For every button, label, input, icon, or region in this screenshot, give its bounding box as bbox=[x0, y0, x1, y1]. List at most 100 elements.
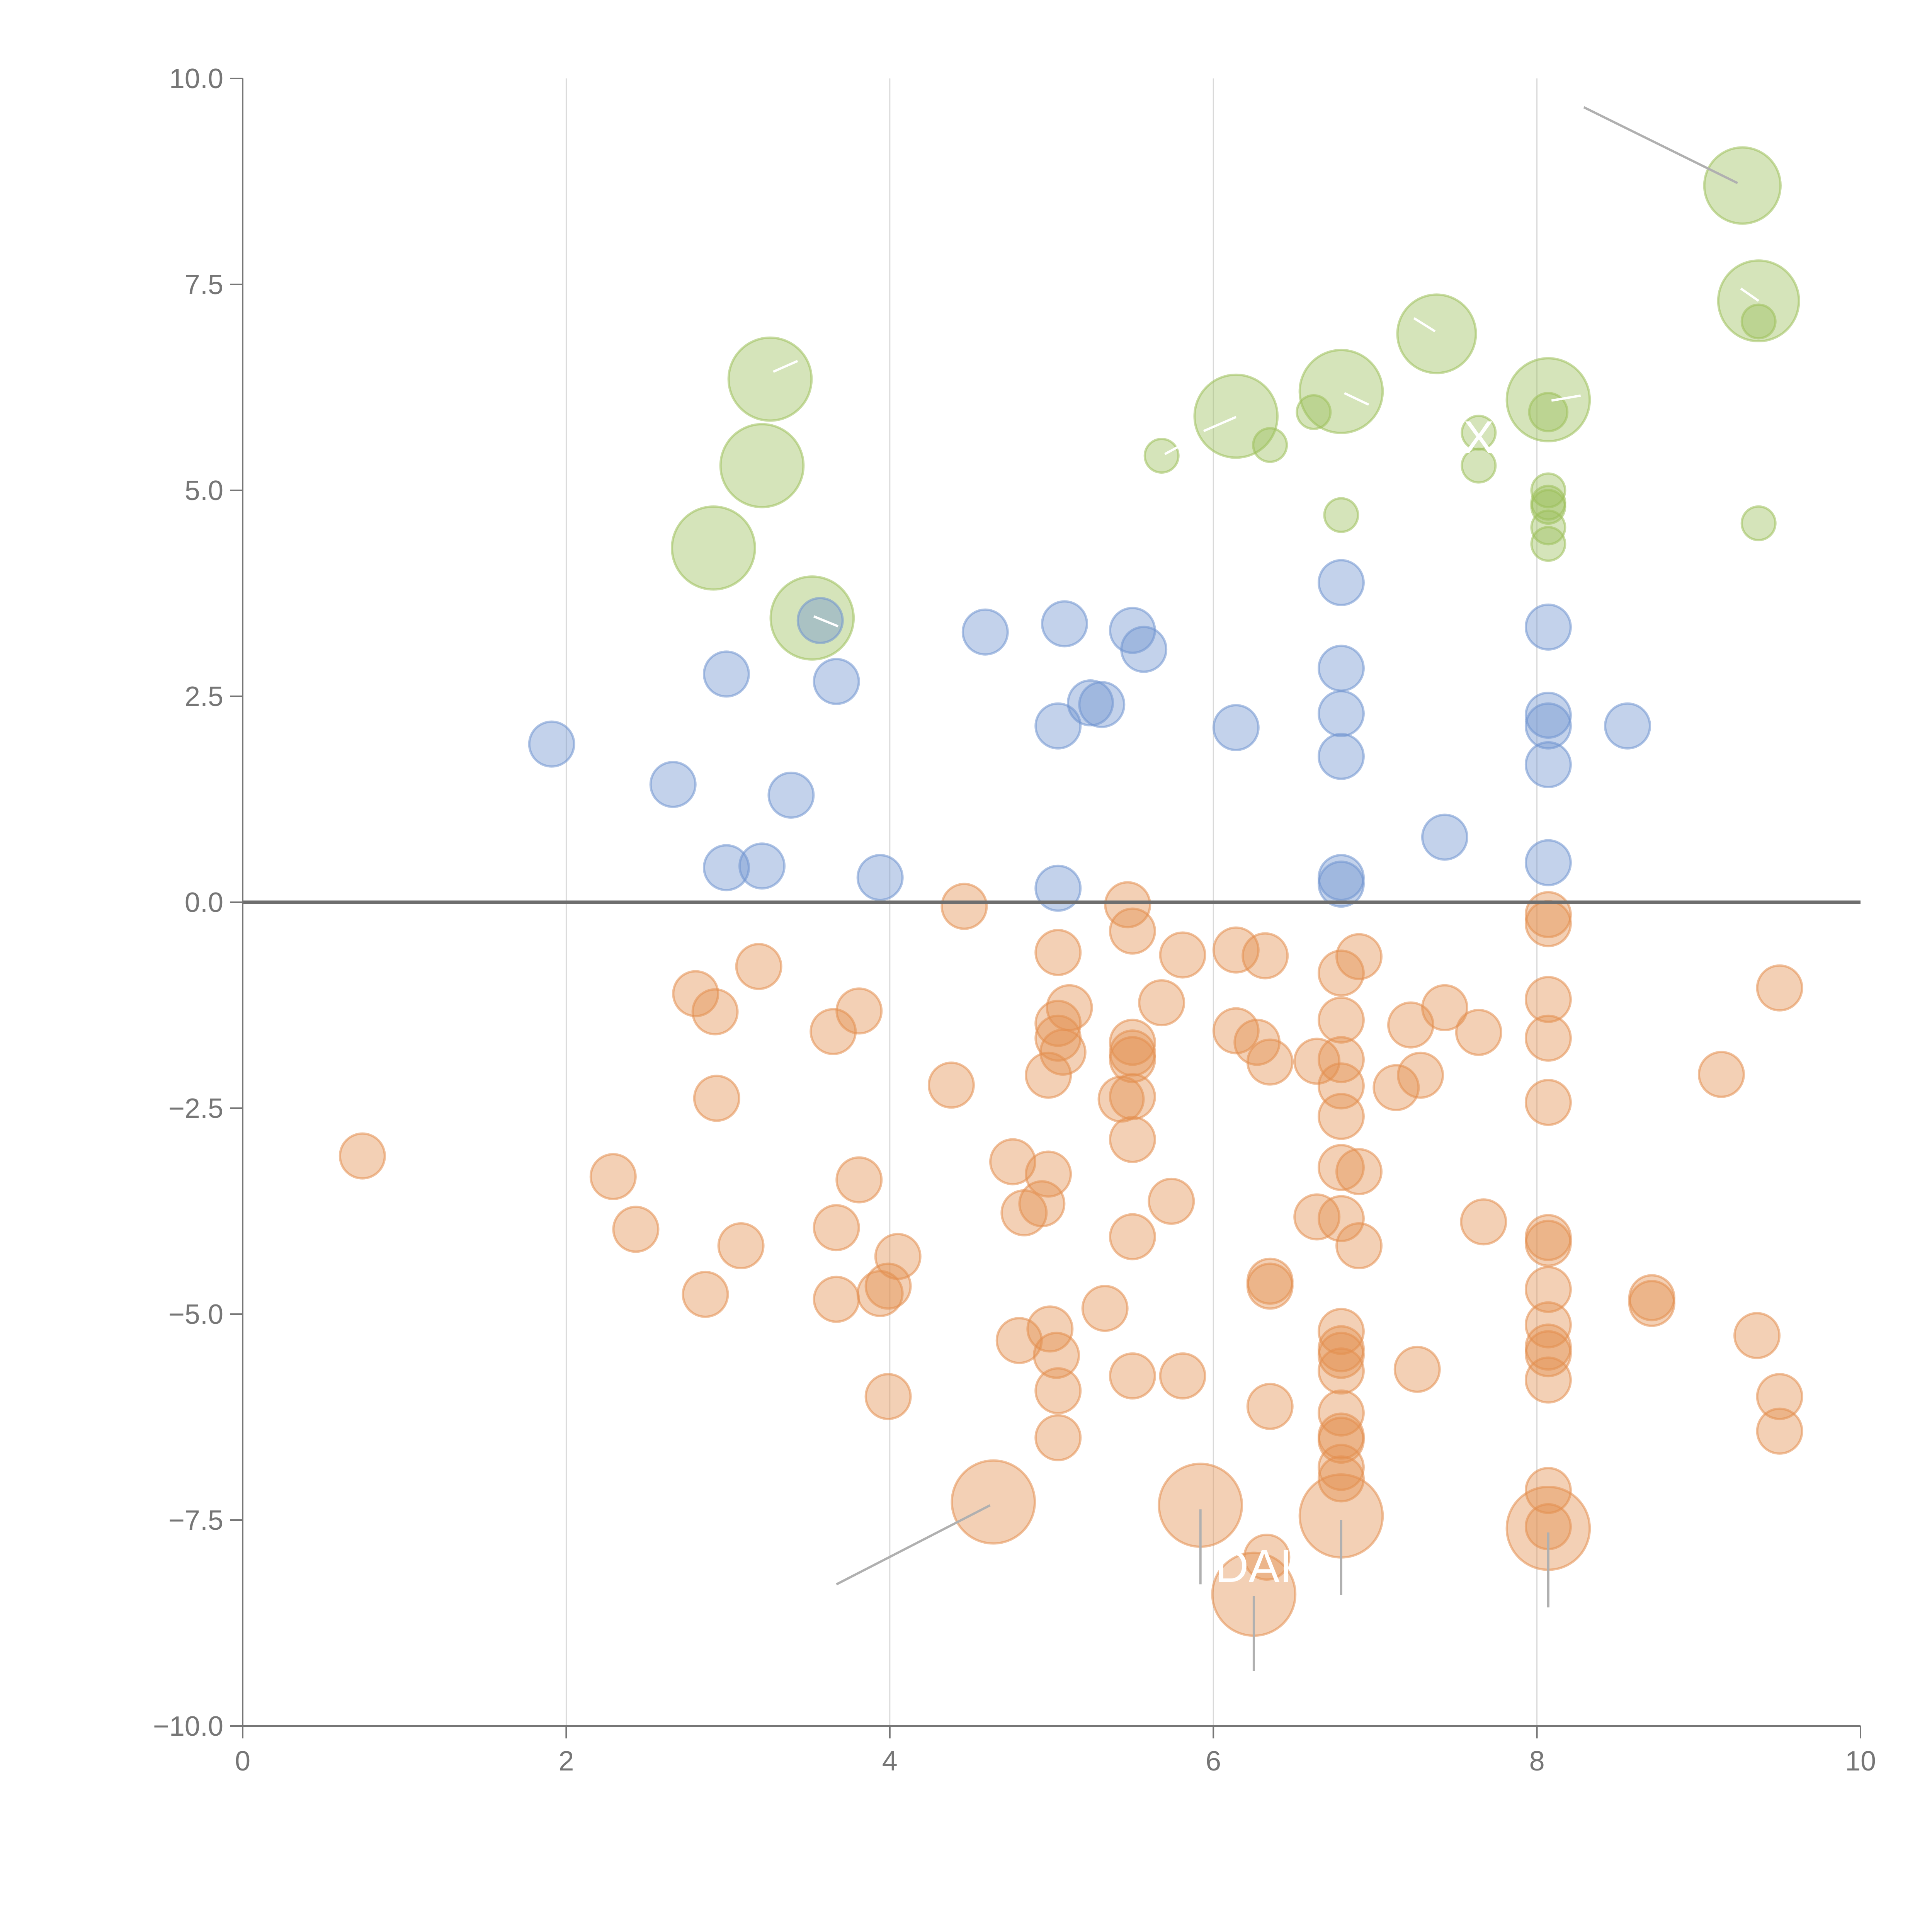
orange-bubble-68 bbox=[1317, 1093, 1365, 1140]
orange-bubble-71 bbox=[1317, 1308, 1365, 1355]
blue-bubble-26 bbox=[1524, 692, 1572, 739]
orange-bubble-112 bbox=[1756, 1407, 1803, 1455]
blue-bubble-27 bbox=[1524, 702, 1572, 750]
green-bubble-3 bbox=[1396, 293, 1477, 374]
orange-bubble-43 bbox=[1109, 1073, 1156, 1121]
blue-bubble-28 bbox=[1524, 741, 1572, 788]
y-tick-label: 7.5 bbox=[185, 269, 223, 300]
blue-bubble-7 bbox=[813, 658, 860, 705]
x-tick-label: 0 bbox=[235, 1746, 250, 1777]
orange-bubble-6 bbox=[682, 1270, 729, 1318]
orange-bubble-33 bbox=[1034, 929, 1082, 976]
orange-bubble-70 bbox=[1317, 1195, 1365, 1242]
orange-bubble-0 bbox=[338, 1132, 386, 1180]
orange-bubble-45 bbox=[1109, 1213, 1156, 1260]
green-bubble-8 bbox=[1193, 373, 1279, 459]
green-bubble-9 bbox=[1252, 427, 1288, 463]
orange-bubble-85 bbox=[1387, 1001, 1435, 1049]
green-bubble-5 bbox=[1528, 392, 1569, 432]
axes: 10.0 7.5 5.0 2.5 0.0 −2.5 −5.0 −7.5 −10.0 0 2 4 6 8 10 bbox=[153, 63, 1876, 1777]
orange-bubble-69 bbox=[1317, 1144, 1365, 1191]
orange-bubble-107 bbox=[1628, 1280, 1675, 1327]
orange-bubble-60 bbox=[1246, 1383, 1294, 1430]
y-tick-label: −5.0 bbox=[168, 1299, 223, 1330]
orange-bubble-5 bbox=[693, 1075, 740, 1122]
blue-bubble-5 bbox=[767, 771, 815, 819]
annotations: X DAI bbox=[773, 106, 1759, 1671]
blue-bubble-18 bbox=[1317, 559, 1365, 606]
x-tick-label: 6 bbox=[1206, 1746, 1221, 1777]
blue-bubble-4 bbox=[738, 842, 786, 890]
orange-bubble-93 bbox=[1524, 976, 1572, 1023]
orange-bubble-1 bbox=[589, 1153, 637, 1200]
y-tick-label: 5.0 bbox=[185, 475, 223, 506]
green-bubble-14 bbox=[719, 423, 805, 509]
orange-bubble-22 bbox=[995, 1317, 1043, 1364]
green-bubble-20 bbox=[1530, 489, 1566, 525]
orange-bubble-109 bbox=[1733, 1312, 1781, 1359]
orange-bubble-89 bbox=[1455, 1009, 1502, 1056]
blue-bubble-25 bbox=[1524, 603, 1572, 651]
orange-bubble-50 bbox=[1159, 1352, 1206, 1400]
orange-bubble-24 bbox=[1018, 1180, 1066, 1228]
blue-bubble-12 bbox=[1041, 600, 1088, 648]
blue-bubble-17 bbox=[1212, 704, 1260, 752]
orange-bubble-42 bbox=[1109, 1036, 1156, 1083]
orange-bubble-32 bbox=[1034, 1414, 1082, 1461]
orange-bubble-87 bbox=[1393, 1345, 1441, 1393]
orange-bubble-65 bbox=[1317, 996, 1365, 1044]
blue-bubble-14 bbox=[1078, 681, 1126, 728]
orange-bubble-3 bbox=[672, 970, 719, 1017]
blue-bubble-9 bbox=[961, 608, 1009, 656]
orange-bubble-61 bbox=[1243, 1533, 1291, 1581]
orange-bubble-92 bbox=[1524, 900, 1572, 947]
orange-bubble-49 bbox=[1159, 931, 1206, 979]
orange-bubble-48 bbox=[1148, 1177, 1195, 1225]
orange-bubble-40 bbox=[1109, 1019, 1156, 1066]
blue-bubble-6 bbox=[796, 597, 844, 644]
orange-bubble-81 bbox=[1335, 933, 1383, 980]
orange-bubble-46 bbox=[1109, 1352, 1156, 1400]
orange-bubble-25 bbox=[1025, 1051, 1072, 1099]
orange-bubble-44 bbox=[1109, 1116, 1156, 1163]
x-tick-label: 10 bbox=[1845, 1746, 1876, 1777]
green-bubble-15 bbox=[671, 505, 756, 591]
orange-bubble-39 bbox=[1109, 907, 1156, 955]
blue-bubble-0 bbox=[528, 720, 575, 768]
orange-bubble-19 bbox=[940, 883, 988, 930]
blue-bubble-29 bbox=[1524, 839, 1572, 886]
annotation-line-7 bbox=[813, 615, 838, 628]
orange-bubble-86 bbox=[1397, 1051, 1444, 1099]
orange-bubble-101 bbox=[1524, 1330, 1572, 1378]
orange-bubble-102 bbox=[1524, 1356, 1572, 1404]
green-bubble-13 bbox=[727, 336, 813, 422]
green-bubble-6 bbox=[1298, 349, 1384, 434]
orange-bubble-95 bbox=[1524, 1079, 1572, 1126]
orange-bubble-36 bbox=[1081, 1285, 1129, 1332]
annotation-line-6 bbox=[773, 360, 798, 373]
orange-bubble-53 bbox=[1212, 1007, 1260, 1054]
y-tick-label: −2.5 bbox=[168, 1093, 223, 1124]
orange-bubble-35 bbox=[1046, 984, 1093, 1031]
x-tick-label: 2 bbox=[558, 1746, 574, 1777]
orange-bubble-74 bbox=[1317, 1347, 1365, 1395]
blue-bubble-23 bbox=[1317, 861, 1365, 908]
orange-bubble-15 bbox=[864, 1262, 912, 1310]
orange-bubble-111 bbox=[1756, 1373, 1803, 1420]
green-bubble-0 bbox=[1703, 146, 1782, 225]
orange-bubble-63 bbox=[1293, 1193, 1341, 1241]
x-tick-label: 8 bbox=[1529, 1746, 1545, 1777]
orange-bubble-77 bbox=[1317, 1417, 1365, 1464]
orange-bubble-26 bbox=[1025, 1150, 1072, 1198]
annotation-label-15: DAI bbox=[1215, 1540, 1293, 1592]
orange-bubble-10 bbox=[813, 1204, 860, 1252]
annotation-line-1 bbox=[836, 1504, 991, 1585]
orange-bubble-62 bbox=[1293, 1037, 1341, 1085]
orange-bubble-52 bbox=[1212, 926, 1260, 974]
annotation-line-12 bbox=[1740, 287, 1759, 302]
orange-bubble-12 bbox=[835, 987, 883, 1035]
orange-bubble-11 bbox=[813, 1276, 860, 1323]
annotation-line-13 bbox=[1164, 440, 1190, 455]
blue-bubble-11 bbox=[1034, 864, 1082, 912]
orange-bubble-59 bbox=[1246, 1262, 1294, 1310]
